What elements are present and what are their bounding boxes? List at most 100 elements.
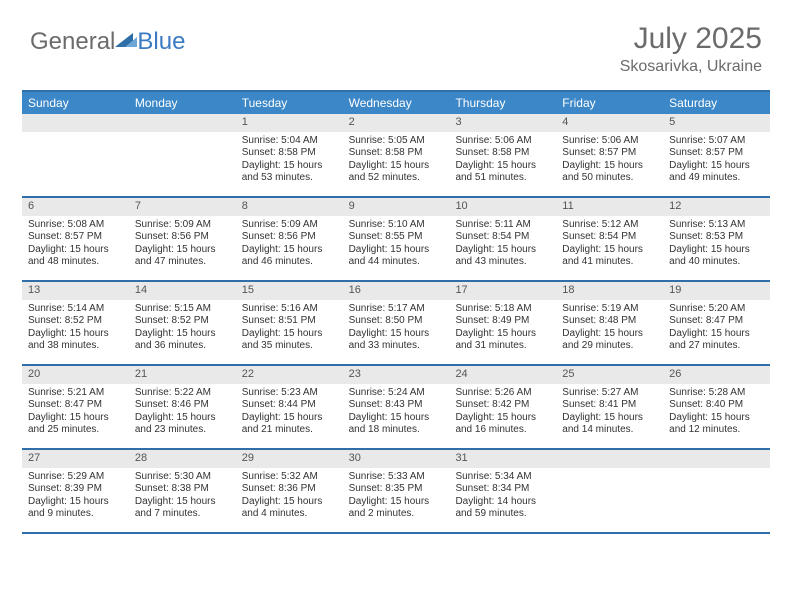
day-text: Sunrise: 5:33 AMSunset: 8:35 PMDaylight:… bbox=[343, 468, 450, 525]
day-cell: 25Sunrise: 5:27 AMSunset: 8:41 PMDayligh… bbox=[556, 366, 663, 448]
day-number: 26 bbox=[663, 366, 770, 384]
day-text: Sunrise: 5:29 AMSunset: 8:39 PMDaylight:… bbox=[22, 468, 129, 525]
day-number: 21 bbox=[129, 366, 236, 384]
day-cell: 17Sunrise: 5:18 AMSunset: 8:49 PMDayligh… bbox=[449, 282, 556, 364]
header-right: July 2025 Skosarivka, Ukraine bbox=[620, 22, 762, 76]
day-text: Sunrise: 5:14 AMSunset: 8:52 PMDaylight:… bbox=[22, 300, 129, 357]
day-header: Monday bbox=[129, 92, 236, 114]
day-text: Sunrise: 5:16 AMSunset: 8:51 PMDaylight:… bbox=[236, 300, 343, 357]
day-number: 24 bbox=[449, 366, 556, 384]
day-number: 28 bbox=[129, 450, 236, 468]
day-number: 22 bbox=[236, 366, 343, 384]
day-text: Sunrise: 5:21 AMSunset: 8:47 PMDaylight:… bbox=[22, 384, 129, 441]
day-text: Sunrise: 5:08 AMSunset: 8:57 PMDaylight:… bbox=[22, 216, 129, 273]
day-number: 30 bbox=[343, 450, 450, 468]
day-cell: 3Sunrise: 5:06 AMSunset: 8:58 PMDaylight… bbox=[449, 114, 556, 196]
day-text: Sunrise: 5:24 AMSunset: 8:43 PMDaylight:… bbox=[343, 384, 450, 441]
day-number: 6 bbox=[22, 198, 129, 216]
day-text: Sunrise: 5:07 AMSunset: 8:57 PMDaylight:… bbox=[663, 132, 770, 189]
day-cell: 20Sunrise: 5:21 AMSunset: 8:47 PMDayligh… bbox=[22, 366, 129, 448]
day-cell: 8Sunrise: 5:09 AMSunset: 8:56 PMDaylight… bbox=[236, 198, 343, 280]
day-number: 23 bbox=[343, 366, 450, 384]
day-cell: 2Sunrise: 5:05 AMSunset: 8:58 PMDaylight… bbox=[343, 114, 450, 196]
week-row: 6Sunrise: 5:08 AMSunset: 8:57 PMDaylight… bbox=[22, 198, 770, 282]
day-text: Sunrise: 5:11 AMSunset: 8:54 PMDaylight:… bbox=[449, 216, 556, 273]
day-text: Sunrise: 5:23 AMSunset: 8:44 PMDaylight:… bbox=[236, 384, 343, 441]
day-cell bbox=[129, 114, 236, 196]
day-cell: 29Sunrise: 5:32 AMSunset: 8:36 PMDayligh… bbox=[236, 450, 343, 532]
month-title: July 2025 bbox=[620, 22, 762, 56]
day-text: Sunrise: 5:15 AMSunset: 8:52 PMDaylight:… bbox=[129, 300, 236, 357]
day-number: 25 bbox=[556, 366, 663, 384]
day-number: 12 bbox=[663, 198, 770, 216]
week-row: 27Sunrise: 5:29 AMSunset: 8:39 PMDayligh… bbox=[22, 450, 770, 534]
day-number: 19 bbox=[663, 282, 770, 300]
day-text: Sunrise: 5:13 AMSunset: 8:53 PMDaylight:… bbox=[663, 216, 770, 273]
day-header: Friday bbox=[556, 92, 663, 114]
day-number: 3 bbox=[449, 114, 556, 132]
day-cell: 22Sunrise: 5:23 AMSunset: 8:44 PMDayligh… bbox=[236, 366, 343, 448]
day-number: 20 bbox=[22, 366, 129, 384]
day-text: Sunrise: 5:09 AMSunset: 8:56 PMDaylight:… bbox=[129, 216, 236, 273]
day-number: 11 bbox=[556, 198, 663, 216]
day-number: 9 bbox=[343, 198, 450, 216]
day-number: 14 bbox=[129, 282, 236, 300]
day-text: Sunrise: 5:05 AMSunset: 8:58 PMDaylight:… bbox=[343, 132, 450, 189]
day-header: Thursday bbox=[449, 92, 556, 114]
day-number: 27 bbox=[22, 450, 129, 468]
logo-triangle-icon bbox=[115, 28, 137, 56]
day-header: Sunday bbox=[22, 92, 129, 114]
day-header: Wednesday bbox=[343, 92, 450, 114]
day-number: 29 bbox=[236, 450, 343, 468]
day-header: Tuesday bbox=[236, 92, 343, 114]
logo: General Blue bbox=[30, 28, 185, 56]
day-text: Sunrise: 5:18 AMSunset: 8:49 PMDaylight:… bbox=[449, 300, 556, 357]
day-cell: 12Sunrise: 5:13 AMSunset: 8:53 PMDayligh… bbox=[663, 198, 770, 280]
day-text: Sunrise: 5:10 AMSunset: 8:55 PMDaylight:… bbox=[343, 216, 450, 273]
day-number: 13 bbox=[22, 282, 129, 300]
day-cell: 11Sunrise: 5:12 AMSunset: 8:54 PMDayligh… bbox=[556, 198, 663, 280]
day-cell: 26Sunrise: 5:28 AMSunset: 8:40 PMDayligh… bbox=[663, 366, 770, 448]
day-cell: 23Sunrise: 5:24 AMSunset: 8:43 PMDayligh… bbox=[343, 366, 450, 448]
week-row: 1Sunrise: 5:04 AMSunset: 8:58 PMDaylight… bbox=[22, 114, 770, 198]
day-number: 10 bbox=[449, 198, 556, 216]
day-cell bbox=[556, 450, 663, 532]
day-number bbox=[129, 114, 236, 132]
day-cell: 5Sunrise: 5:07 AMSunset: 8:57 PMDaylight… bbox=[663, 114, 770, 196]
day-number: 2 bbox=[343, 114, 450, 132]
day-cell: 24Sunrise: 5:26 AMSunset: 8:42 PMDayligh… bbox=[449, 366, 556, 448]
location: Skosarivka, Ukraine bbox=[620, 58, 762, 76]
day-text: Sunrise: 5:26 AMSunset: 8:42 PMDaylight:… bbox=[449, 384, 556, 441]
week-row: 13Sunrise: 5:14 AMSunset: 8:52 PMDayligh… bbox=[22, 282, 770, 366]
day-text: Sunrise: 5:09 AMSunset: 8:56 PMDaylight:… bbox=[236, 216, 343, 273]
day-cell: 16Sunrise: 5:17 AMSunset: 8:50 PMDayligh… bbox=[343, 282, 450, 364]
day-cell: 13Sunrise: 5:14 AMSunset: 8:52 PMDayligh… bbox=[22, 282, 129, 364]
day-text: Sunrise: 5:12 AMSunset: 8:54 PMDaylight:… bbox=[556, 216, 663, 273]
day-text: Sunrise: 5:27 AMSunset: 8:41 PMDaylight:… bbox=[556, 384, 663, 441]
day-cell bbox=[663, 450, 770, 532]
day-text: Sunrise: 5:20 AMSunset: 8:47 PMDaylight:… bbox=[663, 300, 770, 357]
day-number: 7 bbox=[129, 198, 236, 216]
day-text: Sunrise: 5:30 AMSunset: 8:38 PMDaylight:… bbox=[129, 468, 236, 525]
day-cell: 15Sunrise: 5:16 AMSunset: 8:51 PMDayligh… bbox=[236, 282, 343, 364]
day-number: 31 bbox=[449, 450, 556, 468]
day-cell: 9Sunrise: 5:10 AMSunset: 8:55 PMDaylight… bbox=[343, 198, 450, 280]
week-row: 20Sunrise: 5:21 AMSunset: 8:47 PMDayligh… bbox=[22, 366, 770, 450]
day-cell: 30Sunrise: 5:33 AMSunset: 8:35 PMDayligh… bbox=[343, 450, 450, 532]
day-cell: 28Sunrise: 5:30 AMSunset: 8:38 PMDayligh… bbox=[129, 450, 236, 532]
day-number: 4 bbox=[556, 114, 663, 132]
day-text: Sunrise: 5:06 AMSunset: 8:57 PMDaylight:… bbox=[556, 132, 663, 189]
day-number: 8 bbox=[236, 198, 343, 216]
day-cell: 1Sunrise: 5:04 AMSunset: 8:58 PMDaylight… bbox=[236, 114, 343, 196]
day-text: Sunrise: 5:17 AMSunset: 8:50 PMDaylight:… bbox=[343, 300, 450, 357]
day-text: Sunrise: 5:06 AMSunset: 8:58 PMDaylight:… bbox=[449, 132, 556, 189]
day-text: Sunrise: 5:04 AMSunset: 8:58 PMDaylight:… bbox=[236, 132, 343, 189]
day-cell: 6Sunrise: 5:08 AMSunset: 8:57 PMDaylight… bbox=[22, 198, 129, 280]
day-number: 18 bbox=[556, 282, 663, 300]
day-number bbox=[22, 114, 129, 132]
day-number: 15 bbox=[236, 282, 343, 300]
day-header: Saturday bbox=[663, 92, 770, 114]
day-text: Sunrise: 5:22 AMSunset: 8:46 PMDaylight:… bbox=[129, 384, 236, 441]
day-number bbox=[663, 450, 770, 468]
day-number: 17 bbox=[449, 282, 556, 300]
